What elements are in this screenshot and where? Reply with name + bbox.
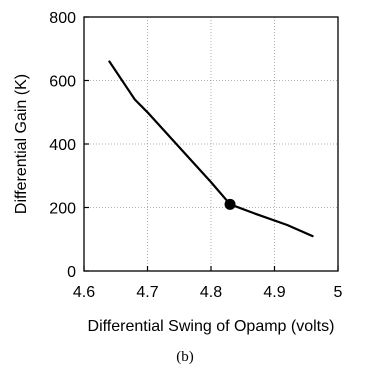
axis-ticks (83, 16, 339, 272)
x-tick-label: 4.6 (73, 284, 95, 301)
figure-caption: (b) (176, 349, 194, 365)
x-axis-label: Differential Swing of Opamp (volts) (88, 318, 335, 335)
x-tick-label: 4.9 (263, 284, 285, 301)
y-tick-label: 600 (49, 74, 76, 91)
y-tick-label: 200 (49, 201, 76, 218)
x-tick-label: 4.8 (200, 284, 222, 301)
x-tick-label: 4.7 (136, 284, 158, 301)
y-tick-label: 0 (67, 264, 76, 281)
y-tick-label: 400 (49, 137, 76, 154)
series-line (108, 60, 314, 238)
grid (84, 17, 338, 271)
highlight-point (224, 198, 236, 210)
y-axis-label: Differential Gain (K) (13, 74, 30, 214)
y-tick-label: 800 (49, 10, 76, 27)
y-axis-tick-labels: 0 200 400 600 800 (49, 10, 76, 281)
x-tick-label: 5 (334, 284, 343, 301)
x-axis-tick-labels: 4.6 4.7 4.8 4.9 5 (73, 284, 343, 301)
